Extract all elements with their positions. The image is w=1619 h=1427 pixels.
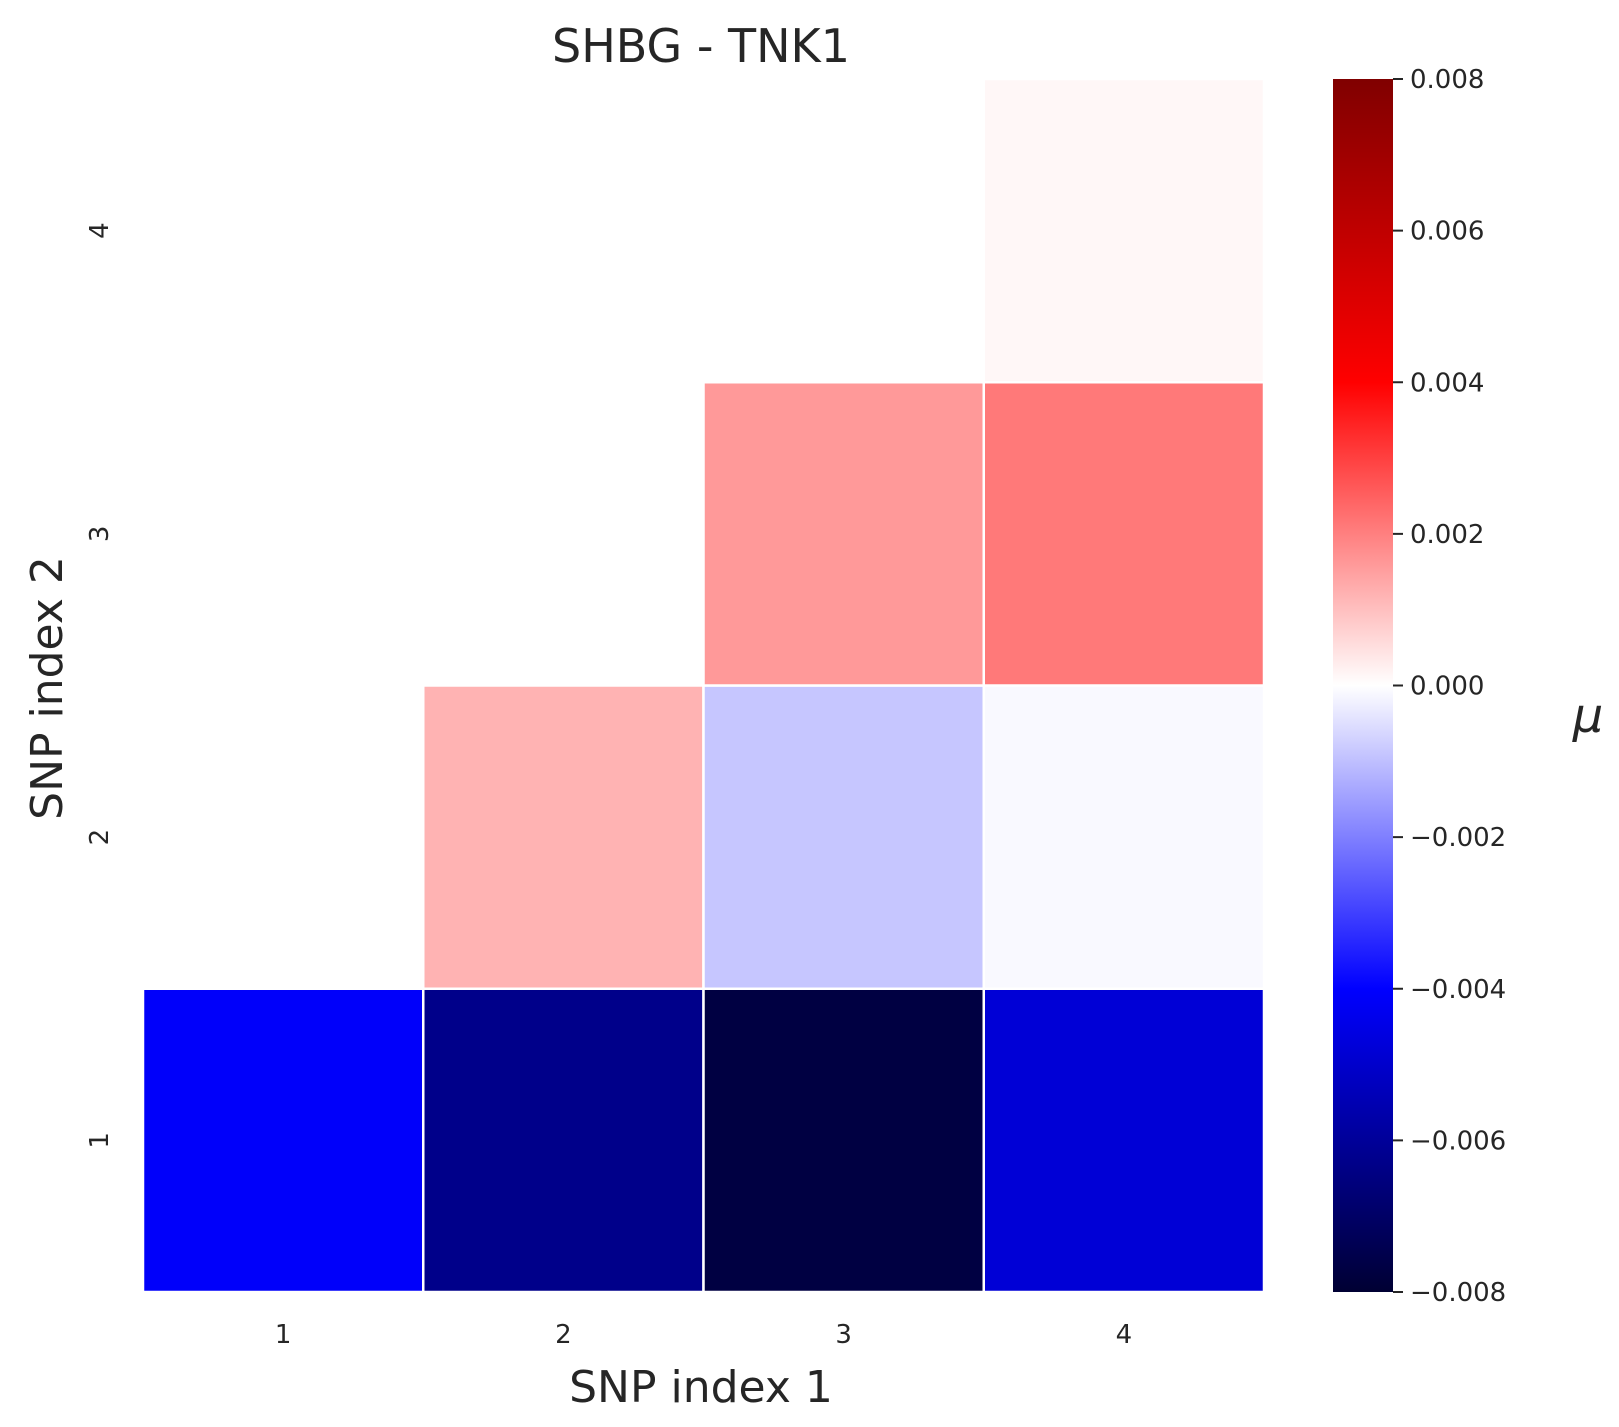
heatmap-cell-4-2 <box>982 684 1266 990</box>
heatmap-cell-2-2 <box>422 684 705 990</box>
colorbar-tick-label: −0.004 <box>1410 975 1506 1005</box>
y-tick-label: 4 <box>85 222 115 239</box>
x-tick-label: 4 <box>1116 1320 1133 1350</box>
colorbar <box>1333 79 1393 1292</box>
y-tick-label: 2 <box>85 829 115 846</box>
y-tick-label: 3 <box>85 526 115 543</box>
heatmap-cell-3-2 <box>702 684 985 990</box>
colorbar-tick-label: 0.006 <box>1410 217 1484 247</box>
heatmap-cell-4-4 <box>982 77 1266 384</box>
x-tick-label: 1 <box>275 1320 292 1350</box>
colorbar-tick-label: 0.004 <box>1410 368 1484 398</box>
heatmap-cell-1-1 <box>141 987 425 1294</box>
colorbar-tick-label: 0.008 <box>1410 65 1484 95</box>
x-axis-ticks: 1 2 3 4 <box>275 1320 1132 1350</box>
y-axis-label: SNP index 2 <box>22 556 73 820</box>
heatmap-cell-4-1 <box>982 987 1266 1294</box>
colorbar-tick-label: −0.008 <box>1410 1278 1506 1308</box>
heatmap-cells <box>141 77 1266 1294</box>
colorbar-tick-label: −0.006 <box>1410 1126 1506 1156</box>
heatmap-cell-2-1 <box>422 987 705 1294</box>
x-tick-label: 3 <box>835 1320 852 1350</box>
y-tick-label: 1 <box>85 1132 115 1149</box>
heatmap-cell-3-1 <box>702 987 985 1294</box>
heatmap-cell-3-3 <box>702 381 985 687</box>
y-axis-ticks: 1 2 3 4 <box>85 222 115 1148</box>
heatmap-cell-4-3 <box>982 381 1266 687</box>
chart-title: SHBG - TNK1 <box>552 19 850 73</box>
colorbar-tick-label: 0.000 <box>1410 672 1484 702</box>
x-tick-label: 2 <box>555 1320 572 1350</box>
colorbar-ticks: 0.008 0.006 0.004 0.002 0.000 −0.002 −0.004 −0.… <box>1393 65 1506 1308</box>
colorbar-tick-label: −0.002 <box>1410 823 1506 853</box>
x-axis-label: SNP index 1 <box>569 1362 833 1413</box>
colorbar-label: μ <box>1572 688 1604 744</box>
colorbar-tick-label: 0.002 <box>1410 520 1484 550</box>
